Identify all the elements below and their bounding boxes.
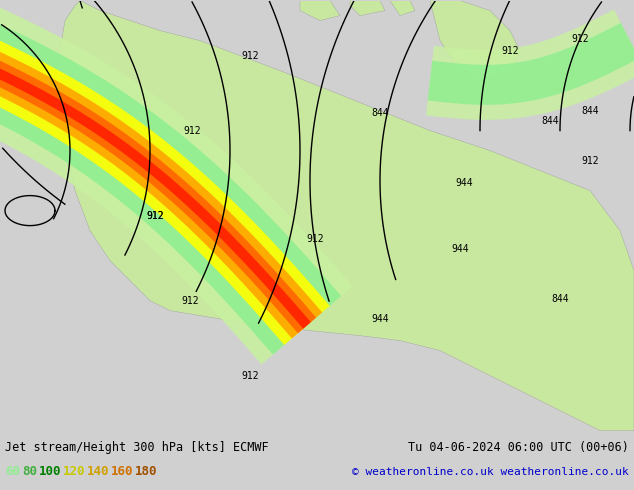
Polygon shape bbox=[430, 0, 520, 75]
Polygon shape bbox=[350, 0, 385, 16]
Text: 844: 844 bbox=[551, 294, 569, 304]
Text: 912: 912 bbox=[181, 295, 199, 306]
Text: © weatheronline.co.uk weatheronline.co.uk: © weatheronline.co.uk weatheronline.co.u… bbox=[353, 467, 629, 477]
Text: Jet stream/Height 300 hPa [kts] ECMWF: Jet stream/Height 300 hPa [kts] ECMWF bbox=[5, 441, 269, 454]
Text: 944: 944 bbox=[455, 177, 473, 188]
Text: 912: 912 bbox=[306, 234, 324, 244]
Polygon shape bbox=[60, 0, 634, 431]
Text: 60: 60 bbox=[5, 465, 20, 478]
Text: 180: 180 bbox=[135, 465, 157, 478]
Text: 912: 912 bbox=[183, 125, 201, 136]
Text: 912: 912 bbox=[146, 211, 164, 220]
Polygon shape bbox=[0, 46, 311, 329]
Text: 912: 912 bbox=[581, 156, 598, 166]
Polygon shape bbox=[0, 0, 353, 365]
Text: 120: 120 bbox=[63, 465, 86, 478]
Text: 912: 912 bbox=[241, 370, 259, 381]
Text: 944: 944 bbox=[451, 244, 469, 254]
Text: 912: 912 bbox=[501, 46, 519, 55]
Text: 944: 944 bbox=[371, 314, 389, 323]
Polygon shape bbox=[0, 40, 316, 333]
Polygon shape bbox=[0, 24, 330, 345]
Text: Tu 04-06-2024 06:00 UTC (00+06): Tu 04-06-2024 06:00 UTC (00+06) bbox=[408, 441, 629, 454]
Polygon shape bbox=[0, 10, 341, 355]
Text: 844: 844 bbox=[371, 108, 389, 118]
Text: 100: 100 bbox=[39, 465, 61, 478]
Polygon shape bbox=[428, 23, 634, 105]
Polygon shape bbox=[300, 0, 340, 21]
Text: 912: 912 bbox=[241, 50, 259, 61]
Text: 160: 160 bbox=[111, 465, 134, 478]
Text: 912: 912 bbox=[571, 34, 589, 44]
Polygon shape bbox=[426, 9, 634, 120]
Text: 80: 80 bbox=[22, 465, 37, 478]
Text: 140: 140 bbox=[87, 465, 110, 478]
Text: 844: 844 bbox=[581, 106, 598, 116]
Polygon shape bbox=[0, 32, 322, 339]
Text: 912: 912 bbox=[146, 211, 164, 220]
Text: 844: 844 bbox=[541, 116, 559, 125]
Polygon shape bbox=[390, 0, 415, 16]
